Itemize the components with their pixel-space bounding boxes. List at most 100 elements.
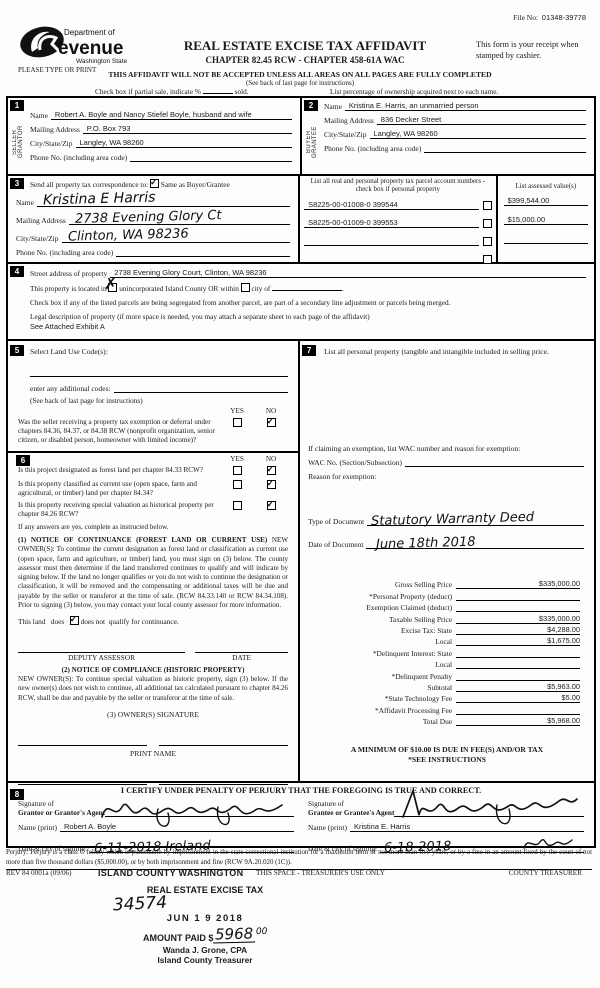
deputy-assessor-signature-line[interactable]: [18, 640, 186, 653]
treasurer-name: Wanda J. Grone, CPA: [162, 945, 248, 955]
subtotal-field[interactable]: $5,963.00: [456, 682, 580, 692]
correspondence-name-field[interactable]: Kristina E Harris: [36, 190, 291, 208]
excise-tax-state-field[interactable]: $4,288.00: [456, 625, 580, 635]
if-any-yes-line: If any answers are yes, complete as inst…: [18, 523, 169, 531]
grantee-signature-field[interactable]: [394, 800, 584, 818]
notice-compliance: (2) NOTICE OF COMPLIANCE (HISTORIC PROPE…: [18, 665, 289, 702]
county-treasurer-label: COUNTY TREASURER: [508, 869, 582, 877]
stamp-title: REAL ESTATE EXCISE TAX: [146, 885, 264, 895]
minimum-due-line: A MINIMUM OF $10.00 IS DUE IN FEE(S) AND…: [350, 745, 544, 754]
buyer-csz-field[interactable]: Langley, WA 98260: [369, 129, 586, 139]
exemption-claimed-field[interactable]: [456, 611, 580, 613]
assessed-row-2[interactable]: $15,000.00: [503, 215, 588, 225]
section-7-column: 7 List all personal property (tangible a…: [300, 341, 594, 781]
warning-line: THIS AFFIDAVIT WILL NOT BE ACCEPTED UNLE…: [108, 70, 492, 79]
gross-selling-price-field[interactable]: $335,000.00: [456, 579, 580, 590]
city-checkbox[interactable]: [240, 283, 250, 292]
qualify-line: This land does does not qualify for cont…: [18, 614, 288, 626]
seller-phone-field[interactable]: [130, 152, 292, 162]
personal-property-checkbox-4[interactable]: [482, 254, 492, 264]
personal-property-checkbox-1[interactable]: [482, 200, 492, 210]
taxable-selling-price-field[interactable]: $335,000.00: [456, 614, 580, 624]
forest-yes-checkbox[interactable]: [232, 466, 242, 475]
segregated-parcels-line: Check box if any of the listed parcels a…: [30, 298, 451, 307]
seller-csz-field[interactable]: Langley, WA 98260: [75, 138, 292, 148]
ownership-line: List percentage of ownership acquired ne…: [330, 87, 499, 96]
personal-property-checkbox-3[interactable]: [482, 236, 492, 246]
assessed-row-3[interactable]: [503, 234, 588, 244]
partial-sale-percent-field[interactable]: [202, 93, 233, 94]
current-use-yes-checkbox[interactable]: [232, 480, 242, 489]
historical-yes-checkbox[interactable]: [232, 501, 242, 510]
handwritten-x-mark: ✗: [104, 273, 119, 294]
land-use-code-label: Select Land Use Code(s):: [30, 347, 108, 356]
total-due-field[interactable]: $5,968.00: [456, 716, 580, 727]
grantor-printed-name-field[interactable]: Robert A. Boyle: [59, 822, 294, 833]
svg-text:Washington State: Washington State: [76, 58, 127, 65]
exemption-no-checkbox[interactable]: [266, 416, 276, 427]
assessed-row-1[interactable]: $399,544.00: [503, 196, 588, 206]
type-of-document-field[interactable]: Statutory Warranty Deed: [367, 510, 584, 529]
delinquent-penalty-field[interactable]: [456, 679, 580, 681]
correspondence-phone-field[interactable]: [116, 247, 291, 257]
parcel-row-1[interactable]: S8225-00-01008-0 399544: [304, 200, 479, 210]
grantor-signature-field[interactable]: [105, 800, 294, 818]
seller-name-field[interactable]: Robert A. Boyle and Nancy Stiefel Boyle,…: [50, 101, 292, 120]
correspondence-mailing-field[interactable]: 2738 Evening Glory Ct: [68, 208, 291, 227]
parcel-row-4[interactable]: [304, 254, 479, 264]
owner-signature-line-2[interactable]: [159, 733, 289, 746]
section-3-badge: 3: [10, 178, 24, 189]
same-as-buyer-checkbox[interactable]: [149, 177, 159, 188]
assessed-values-column: List assessed value(s) $399,544.00 $15,0…: [498, 176, 594, 263]
delinquent-interest-state-field[interactable]: [456, 656, 580, 658]
grantee-printed-name-field[interactable]: Kristina E. Harris: [349, 822, 584, 833]
treasurer-stamp-block: REAL ESTATE EXCISE TAX 34574 JUN 1 9 201…: [95, 885, 315, 965]
section-2-badge: 2: [304, 100, 318, 111]
city-name-field[interactable]: [272, 290, 343, 291]
forest-no-checkbox[interactable]: [266, 464, 276, 475]
deputy-date-block: DATE: [195, 640, 289, 662]
parcel-row-2[interactable]: S8225-00-01009-0 399553: [304, 218, 479, 228]
notice-continuance: (1) NOTICE OF CONTINUANCE (FOREST LAND O…: [18, 536, 289, 609]
exemption-yes-checkbox[interactable]: [232, 418, 242, 427]
print-name-line-2[interactable]: [159, 772, 289, 785]
affidavit-processing-fee-field[interactable]: [456, 713, 580, 715]
current-use-no-checkbox[interactable]: [266, 478, 276, 489]
stamp-date: JUN 1 9 2018: [166, 913, 244, 924]
historical-no-checkbox[interactable]: [266, 499, 276, 510]
street-address-field[interactable]: 2738 Evening Glory Court, Clinton, WA 98…: [110, 268, 586, 278]
assessed-row-4[interactable]: [503, 253, 588, 263]
section-4-property: 4 Street address of property 2738 Evenin…: [8, 264, 594, 341]
personal-property-deduct-field[interactable]: [456, 599, 580, 601]
owner-signature-line-1[interactable]: [18, 733, 148, 746]
personal-property-label: List all personal property (tangible and…: [324, 347, 549, 356]
svg-text:Department of: Department of: [64, 28, 115, 37]
delinquent-interest-local-field[interactable]: [456, 668, 580, 670]
legal-description-value: See Attached Exhibit A: [30, 322, 105, 331]
section-8-badge: 8: [10, 789, 24, 800]
does-not-qualify-checkbox[interactable]: [69, 614, 79, 625]
deputy-date-line[interactable]: [195, 640, 289, 653]
excise-tax-local-field[interactable]: $1,675.00: [456, 636, 580, 647]
personal-property-checkbox-2[interactable]: [482, 218, 492, 228]
grantor-date-field[interactable]: 6-11-2018 Ireland: [90, 839, 294, 857]
date-of-document-field[interactable]: June 18th 2018: [366, 534, 584, 552]
grantee-date-field[interactable]: 6-18-2018: [380, 839, 584, 856]
correspondence-csz-field[interactable]: Clinton, WA 98236: [61, 226, 291, 245]
buyer-phone-field[interactable]: [424, 143, 586, 153]
state-technology-fee-field[interactable]: $5.00: [456, 693, 580, 704]
buyer-name-field[interactable]: Kristina E. Harris, an unmarried person: [344, 101, 586, 111]
exemption-block: If claiming an exemption, list WAC numbe…: [308, 444, 584, 481]
land-use-code-field[interactable]: [30, 368, 289, 377]
print-name-line-1[interactable]: [18, 772, 148, 785]
unincorporated-county-checkbox[interactable]: [108, 283, 118, 292]
wac-number-field[interactable]: [405, 457, 584, 467]
additional-codes-field[interactable]: [113, 383, 289, 393]
partial-sale-line: Check box if partial sale, indicate % so…: [95, 87, 249, 96]
seller-mailing-field[interactable]: P.O. Box 793: [82, 124, 292, 134]
certify-line: I CERTIFY UNDER PENALTY OF PERJURY THAT …: [120, 786, 482, 795]
section-6: 6 YES NO Is this project designated as fo…: [8, 451, 299, 785]
buyer-mailing-field[interactable]: 836 Decker Street: [376, 115, 586, 125]
handwritten-city: Clinton, WA 98236: [67, 226, 189, 245]
parcel-row-3[interactable]: [304, 236, 479, 246]
